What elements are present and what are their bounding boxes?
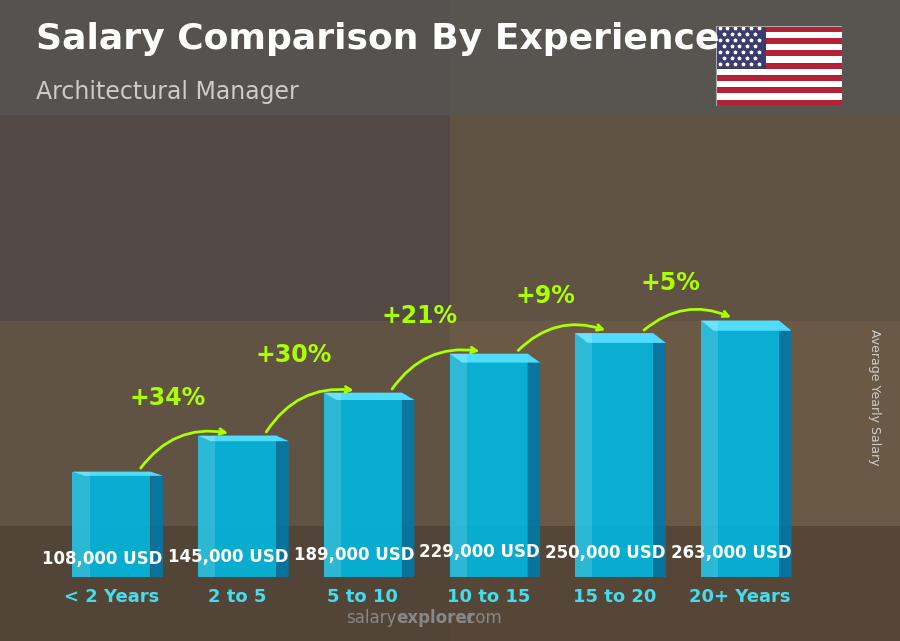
Text: 189,000 USD: 189,000 USD xyxy=(293,546,414,564)
Polygon shape xyxy=(198,435,215,577)
Polygon shape xyxy=(653,333,666,577)
Text: +5%: +5% xyxy=(641,271,701,295)
Bar xyxy=(716,81,842,87)
Polygon shape xyxy=(73,472,163,476)
Bar xyxy=(716,32,842,38)
Text: +34%: +34% xyxy=(130,386,206,410)
Bar xyxy=(716,75,842,81)
Polygon shape xyxy=(701,320,779,577)
Text: Average Yearly Salary: Average Yearly Salary xyxy=(868,329,881,465)
Polygon shape xyxy=(779,320,791,577)
Text: salary: salary xyxy=(346,609,396,627)
Bar xyxy=(716,63,842,69)
Text: Salary Comparison By Experience: Salary Comparison By Experience xyxy=(36,22,719,56)
Text: Architectural Manager: Architectural Manager xyxy=(36,80,299,104)
Polygon shape xyxy=(701,320,718,577)
Bar xyxy=(716,87,842,94)
Polygon shape xyxy=(198,435,276,577)
Polygon shape xyxy=(575,333,592,577)
Bar xyxy=(716,26,842,32)
Bar xyxy=(716,38,842,44)
Text: +9%: +9% xyxy=(515,283,575,308)
Text: 229,000 USD: 229,000 USD xyxy=(419,544,540,562)
Polygon shape xyxy=(198,435,289,441)
Polygon shape xyxy=(575,333,653,577)
Polygon shape xyxy=(324,393,401,577)
Polygon shape xyxy=(701,320,791,331)
Polygon shape xyxy=(73,472,90,577)
Polygon shape xyxy=(150,472,163,577)
Bar xyxy=(716,94,842,99)
Polygon shape xyxy=(575,333,666,343)
Polygon shape xyxy=(276,435,289,577)
Text: 108,000 USD: 108,000 USD xyxy=(42,551,163,569)
Polygon shape xyxy=(324,393,341,577)
Text: .com: .com xyxy=(461,609,501,627)
Bar xyxy=(716,56,842,63)
Text: 263,000 USD: 263,000 USD xyxy=(670,544,791,562)
Text: 250,000 USD: 250,000 USD xyxy=(545,544,666,562)
Polygon shape xyxy=(324,393,414,400)
Text: +30%: +30% xyxy=(256,343,332,367)
Bar xyxy=(716,26,766,69)
Polygon shape xyxy=(401,393,414,577)
Text: explorer: explorer xyxy=(396,609,475,627)
Polygon shape xyxy=(73,472,150,577)
Polygon shape xyxy=(450,354,540,363)
Bar xyxy=(716,44,842,50)
Text: +21%: +21% xyxy=(382,304,457,328)
Bar xyxy=(716,69,842,75)
Polygon shape xyxy=(527,354,540,577)
Text: 145,000 USD: 145,000 USD xyxy=(168,547,289,565)
Polygon shape xyxy=(450,354,527,577)
Bar xyxy=(716,99,842,106)
Bar xyxy=(716,50,842,56)
Polygon shape xyxy=(450,354,467,577)
